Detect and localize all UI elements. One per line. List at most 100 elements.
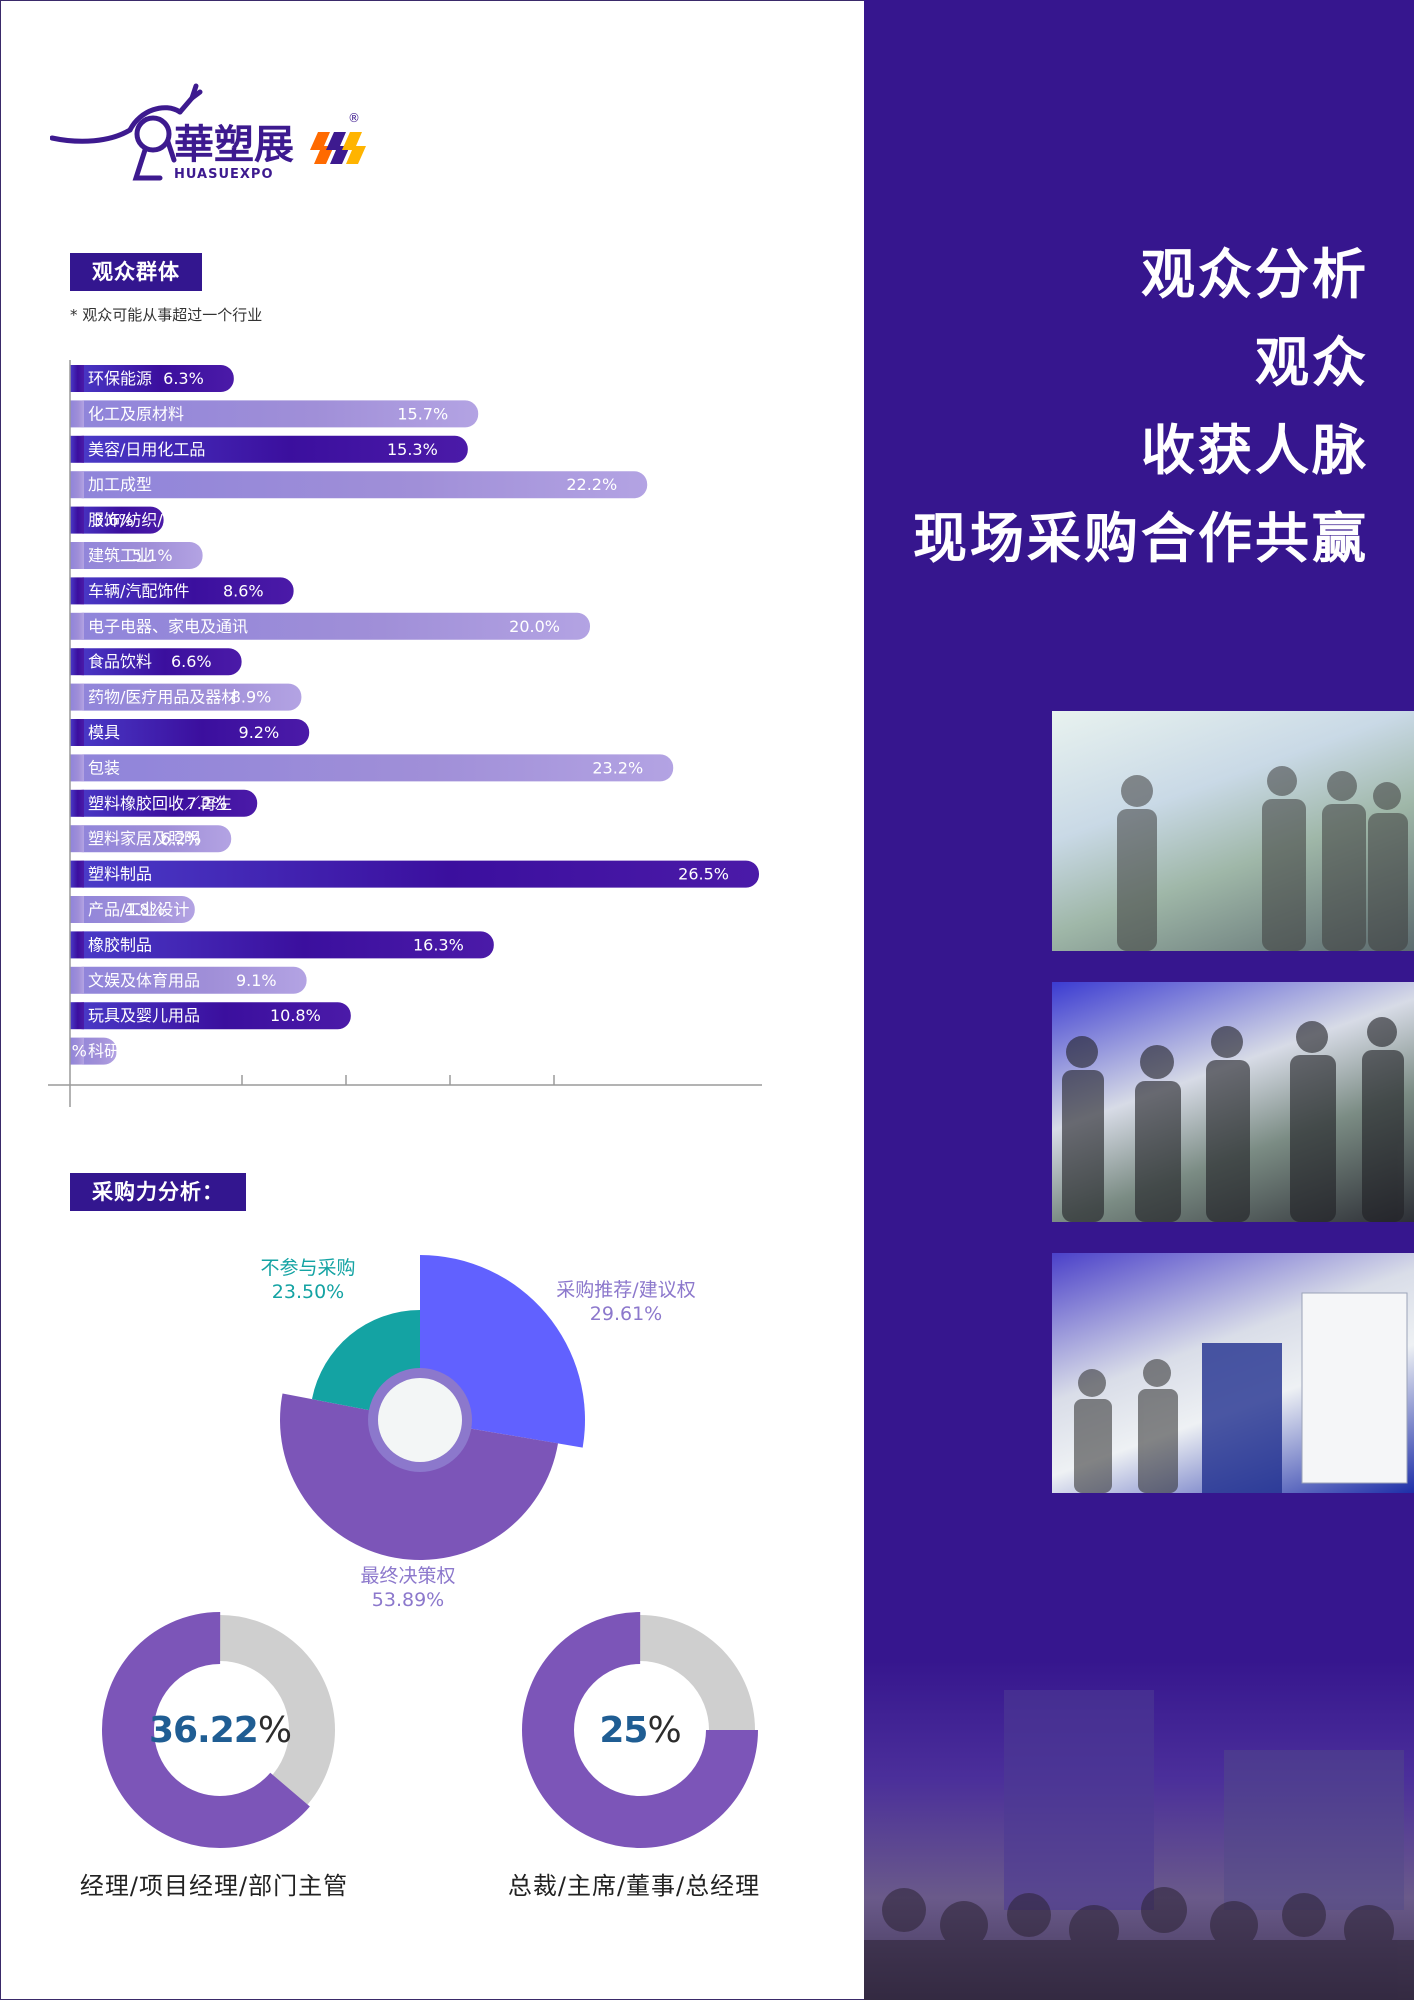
- bar-label: 环保能源: [88, 369, 152, 388]
- manager-donut-ring: [102, 1612, 338, 1848]
- bar-value-label: 22.2%: [566, 475, 617, 494]
- bar-label: 化工及原材料: [88, 404, 184, 423]
- donut-value-arc: [522, 1612, 758, 1848]
- exhibition-photo-3: [1052, 1253, 1414, 1493]
- bar-label: 塑料家居及照明: [88, 829, 200, 848]
- manager-donut-caption: 经理/项目经理/部门主管: [79, 1872, 349, 1900]
- bar-18: [70, 966, 307, 994]
- bar-value-label: 8.6%: [223, 581, 264, 600]
- bar-label: 文娱及体育用品: [88, 971, 200, 990]
- bar-8: [70, 612, 590, 640]
- bar-label: 产品/工业设计: [88, 900, 189, 919]
- crowd-photo: [864, 1660, 1414, 2000]
- hero-line-3: 收获人脉: [1141, 419, 1369, 482]
- bar-6: [70, 542, 203, 569]
- people-silhouette-icon: [1117, 766, 1408, 951]
- kangaroo-logo-icon: [50, 83, 203, 181]
- people-silhouette-icon: [1062, 1017, 1404, 1222]
- executive-donut-number: 25: [599, 1709, 648, 1751]
- bar-3: [70, 435, 468, 463]
- bar-label: 包装: [88, 758, 120, 777]
- pie-label: 采购推荐/建议权: [556, 1279, 695, 1301]
- bar-value-label: 4.8%: [124, 900, 165, 919]
- bar-2: [70, 400, 479, 428]
- bar-label: 模具: [88, 723, 120, 742]
- machine-exhibit-icon: [1074, 1292, 1408, 1493]
- executive-donut-value: 25%: [520, 1610, 760, 1850]
- registered-mark: ®: [348, 111, 360, 125]
- bar-label: 橡胶制品: [88, 935, 152, 954]
- bar-16: [70, 896, 195, 923]
- bar-12: [70, 754, 674, 782]
- bars-group: 环保能源 6.3% 化工及原材料 15.7% 美容/日用化工品 15.3% 加工成型 22.2…: [46, 365, 759, 1065]
- bar-label: 加工成型: [88, 475, 152, 494]
- bar-19: [70, 1002, 351, 1030]
- pie-value-label: 53.89%: [372, 1589, 444, 1611]
- bar-value-label: 6.6%: [171, 652, 212, 671]
- brand-stripes-icon: [310, 132, 366, 164]
- pie-slices: [280, 1255, 585, 1560]
- right-panel: 观众分析 观众 收获人脉 现场采购合作共赢: [864, 0, 1414, 2000]
- executive-donut-caption: 总裁/主席/董事/总经理: [507, 1872, 761, 1900]
- audience-bar-chart: 环保能源 6.3% 化工及原材料 15.7% 美容/日用化工品 15.3% 加工成型 22.2…: [46, 360, 762, 1107]
- pie-value-label: 23.50%: [272, 1281, 344, 1303]
- purchase-section-title: 采购力分析：: [70, 1173, 246, 1211]
- manager-donut-chart: 36.22%: [100, 1610, 340, 1850]
- bar-label: 车辆/汽配饰件: [88, 581, 189, 600]
- hero-line-1: 观众分析: [1141, 243, 1369, 306]
- bar-9: [70, 648, 242, 676]
- bar-1: [70, 365, 234, 392]
- bar-label: 塑料制品: [88, 865, 152, 884]
- bar-label: 食品饮料: [88, 652, 152, 671]
- bar-5: [70, 506, 164, 534]
- bar-label: 塑料橡胶回收／再生: [88, 794, 232, 813]
- exhibition-photo-2: [1052, 982, 1414, 1222]
- bar-7: [70, 577, 294, 605]
- executive-donut-ring: [522, 1612, 758, 1848]
- bar-label: 玩具及婴儿用品: [88, 1006, 200, 1025]
- pie-slice-2: [280, 1393, 559, 1560]
- audience-note: * 观众可能从事超过一个行业: [70, 306, 263, 324]
- bar-value-label: 6.2%: [161, 829, 202, 848]
- bar-value-label: 8.9%: [231, 688, 272, 707]
- bar-13: [70, 789, 258, 817]
- bar-value-label: 15.3%: [387, 440, 438, 459]
- exhibition-photo-1: [1052, 711, 1414, 951]
- manager-donut-unit: %: [257, 1709, 292, 1751]
- pie-label: 最终决策权: [360, 1565, 455, 1587]
- bar-4: [70, 471, 648, 499]
- bar-value-label: 10.8%: [270, 1006, 321, 1025]
- bar-value-label: 16.3%: [413, 935, 464, 954]
- bar-label: 药物/医疗用品及器材: [88, 688, 237, 707]
- hero-line-4: 现场采购合作共赢: [913, 507, 1369, 570]
- executive-donut-unit: %: [647, 1709, 681, 1751]
- bar-label: 科研院校及其它: [88, 1042, 200, 1061]
- bar-label: 美容/日用化工品: [88, 440, 205, 459]
- bar-15: [70, 860, 759, 888]
- brand-name-en: HUASUEXPO: [174, 167, 274, 182]
- brand-logo: 華塑展 HUASUEXPO ®: [50, 83, 366, 182]
- crowd-silhouette-icon: [864, 1690, 1414, 2000]
- bar-17: [70, 931, 494, 959]
- bar-10: [70, 683, 302, 711]
- bar-value-label: 5.1%: [132, 546, 173, 565]
- bar-14: [70, 825, 232, 853]
- pie-center-hole: [378, 1378, 462, 1462]
- bar-label: 电子电器、家电及通讯: [88, 617, 248, 636]
- bar-value-label: 3.6%: [93, 511, 134, 530]
- bar-value-label: 23.2%: [592, 758, 643, 777]
- bar-value-label: 1.8%: [46, 1042, 87, 1061]
- bar-value-label: 20.0%: [509, 617, 560, 636]
- pie-label: 不参与采购: [260, 1257, 355, 1279]
- bar-value-label: 9.1%: [236, 971, 277, 990]
- bar-value-label: 15.7%: [397, 404, 448, 423]
- brand-name-cn: 華塑展: [174, 122, 294, 168]
- bar-value-label: 6.3%: [163, 369, 204, 388]
- manager-donut-number: 36.22: [148, 1709, 259, 1751]
- manager-donut-value: 36.22%: [100, 1610, 340, 1850]
- bar-label: 建筑工业: [88, 546, 152, 565]
- pie-value-label: 29.61%: [590, 1303, 662, 1325]
- bar-value-label: 9.2%: [239, 723, 280, 742]
- executive-donut-chart: 25%: [520, 1610, 760, 1850]
